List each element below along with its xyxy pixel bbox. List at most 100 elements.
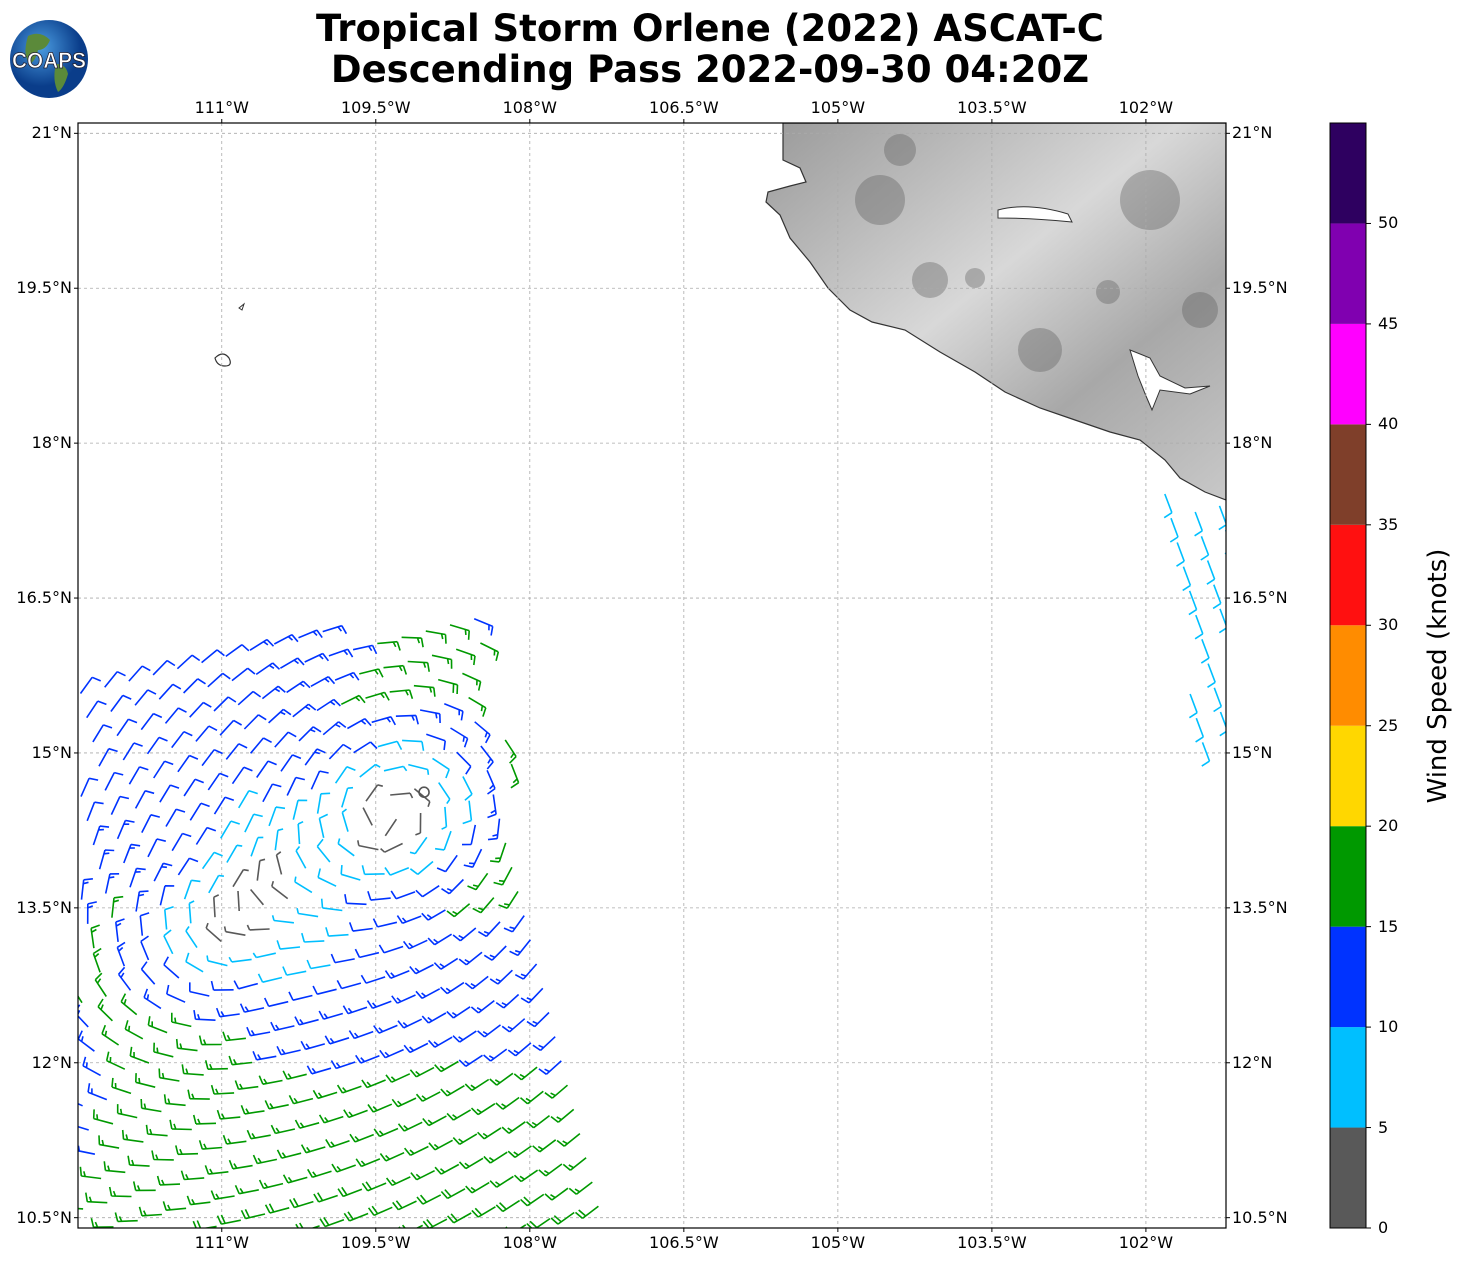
lat-tick-label-right: 10.5°N [1232, 1207, 1288, 1227]
wind-barb [419, 709, 441, 724]
wind-barb [151, 1150, 174, 1161]
lon-tick-label-top: 109.5°W [340, 98, 411, 117]
wind-barb [322, 624, 348, 635]
map-frame [77, 122, 1227, 1229]
wind-barb [477, 1024, 501, 1038]
wind-barb [310, 675, 336, 688]
wind-barb [271, 880, 289, 900]
wind-barb [463, 848, 483, 868]
wind-barb [509, 939, 532, 957]
wind-barb [78, 1030, 95, 1052]
wind-barb [185, 926, 198, 949]
wind-barb [359, 763, 381, 778]
wind-barb [92, 1109, 114, 1125]
wind-barb [78, 1102, 83, 1107]
land-mexico [765, 123, 1226, 501]
wind-barb [357, 840, 379, 851]
wind-barb [415, 885, 440, 898]
wind-barb [319, 1216, 345, 1228]
wind-barb [124, 1020, 144, 1040]
wind-barb [140, 961, 156, 985]
wind-barb [138, 1206, 162, 1217]
wind-barb [175, 1038, 198, 1052]
wind-barb [128, 665, 151, 682]
wind-barb [192, 1114, 217, 1125]
wind-barb [328, 648, 354, 658]
wind-barb [520, 1193, 545, 1207]
wind-barb [78, 1004, 89, 1028]
wind-barb [246, 1129, 271, 1140]
chart-title: Tropical Storm Orlene (2022) ASCAT-C Des… [160, 8, 1260, 90]
wind-barb [300, 1040, 326, 1051]
wind-barb [116, 941, 126, 967]
wind-barb [468, 696, 487, 717]
wind-barb [422, 1218, 448, 1228]
wind-barb [495, 1096, 520, 1110]
wind-barb [280, 754, 302, 772]
lon-tick-label-bottom: 102°W [1118, 1233, 1174, 1252]
wind-barb [489, 1175, 514, 1188]
wind-barb [90, 1218, 114, 1228]
wind-barb [233, 980, 259, 990]
wind-barb [377, 640, 401, 651]
terrain-shade [1018, 328, 1062, 372]
wind-barb [416, 1194, 442, 1205]
wind-barb [455, 648, 476, 666]
wind-barb [188, 900, 195, 924]
wind-barb [175, 1145, 199, 1156]
wind-barb [489, 969, 513, 985]
wind-barb [231, 766, 253, 785]
wind-barb [243, 714, 267, 730]
wind-barb [490, 842, 507, 863]
wind-barb [409, 1066, 435, 1078]
lat-tick-label-right: 16.5°N [1232, 588, 1288, 608]
wind-barb [477, 921, 501, 938]
wind-barb [380, 842, 403, 853]
lat-tick-label-left: 13.5°N [16, 897, 72, 917]
wind-barb [132, 1181, 156, 1192]
wind-barb [110, 694, 132, 712]
wind-barb [165, 808, 186, 827]
wind-barb [449, 624, 470, 640]
wind-barb [127, 1155, 150, 1167]
wind-barb [365, 784, 383, 802]
wind-barb [520, 987, 544, 1004]
lon-tick-label-bottom: 106.5°W [649, 1233, 719, 1252]
wind-barb [195, 826, 217, 845]
wind-barb [296, 908, 319, 918]
wind-barb [1182, 566, 1192, 592]
wind-barb [409, 860, 434, 876]
wind-barb [415, 1091, 441, 1102]
wind-barb [367, 891, 391, 901]
wind-barb [408, 763, 430, 775]
title-line-2: Descending Pass 2022-09-30 04:20Z [330, 48, 1090, 91]
wind-barb [146, 736, 168, 755]
colorbar-segment [1330, 1027, 1366, 1128]
wind-barb [318, 1010, 344, 1020]
wind-barb [92, 947, 102, 973]
wind-barb [1194, 614, 1204, 640]
wind-barb [467, 872, 489, 891]
wind-barb [487, 818, 501, 841]
wind-barb [372, 918, 398, 928]
wind-barb [461, 824, 477, 846]
wind-barb [104, 670, 126, 688]
wind-barb [447, 1212, 472, 1224]
wind-barb [204, 1165, 229, 1175]
wind-barb [110, 795, 130, 815]
wind-barb [392, 1200, 417, 1211]
wind-barb [306, 959, 331, 970]
wind-barb [153, 862, 173, 882]
wind-barb [396, 915, 422, 925]
wind-barb [213, 696, 237, 712]
wind-barb [104, 771, 124, 791]
wind-barb [337, 838, 355, 857]
wind-barb [538, 1163, 563, 1177]
wind-barb [334, 671, 360, 681]
wind-barb [401, 636, 424, 648]
wind-barb [342, 1005, 368, 1015]
wind-barb [331, 1163, 356, 1173]
wind-barb [129, 1046, 150, 1064]
wind-barb [361, 1079, 386, 1089]
wind-barb [185, 952, 204, 973]
